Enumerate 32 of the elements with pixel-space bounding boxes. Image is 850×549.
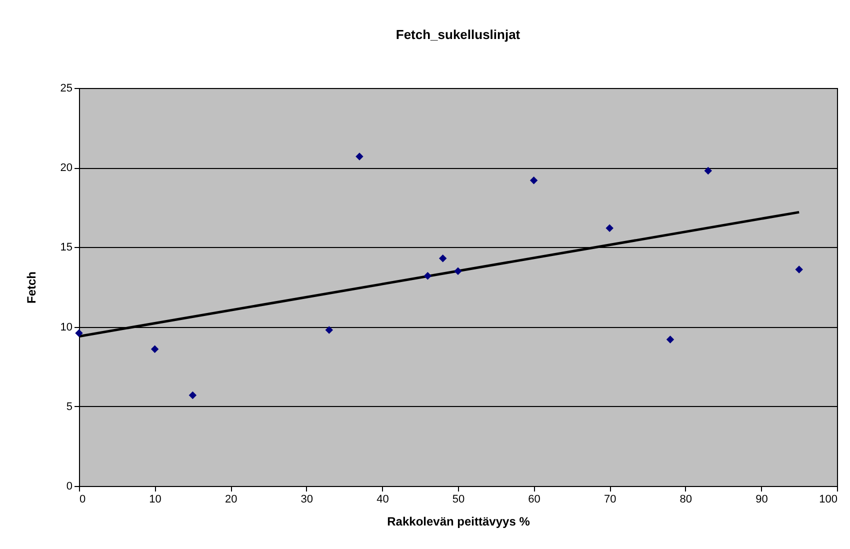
point	[150, 345, 159, 353]
point	[530, 176, 538, 184]
y-axis-title: Fetch	[24, 271, 38, 304]
x-tick-label: 60	[528, 494, 540, 506]
x-tick-label: 90	[756, 494, 768, 506]
point	[454, 267, 462, 275]
point	[666, 336, 674, 344]
point	[188, 391, 197, 400]
y-tick-label: 10	[60, 321, 72, 334]
x-tick-label: 0	[80, 494, 86, 506]
x-tick-label: 40	[376, 494, 389, 506]
point	[356, 152, 364, 160]
point	[424, 272, 432, 280]
y-tick-label: 0	[66, 480, 72, 492]
y-tick-label: 20	[60, 162, 72, 174]
point	[606, 224, 614, 232]
point	[704, 166, 712, 175]
point	[438, 254, 447, 262]
x-tick-label: 20	[224, 494, 238, 506]
x-axis-title: Rakkolevän peittävyys %	[387, 514, 530, 528]
x-tick-label: 80	[680, 494, 692, 506]
y-tick-label: 25	[60, 82, 72, 94]
point	[325, 326, 334, 334]
y-tick-label: 5	[66, 400, 72, 413]
x-tick-label: 30	[300, 494, 314, 506]
point	[795, 266, 803, 274]
chart-title: Fetch_sukelluslinjat	[396, 27, 521, 42]
x-tick-label: 50	[452, 494, 465, 506]
x-tick-label: 70	[604, 494, 616, 506]
y-tick-label: 15	[60, 242, 72, 254]
x-tick-label: 100	[819, 494, 838, 506]
x-tick-label: 10	[149, 494, 162, 506]
